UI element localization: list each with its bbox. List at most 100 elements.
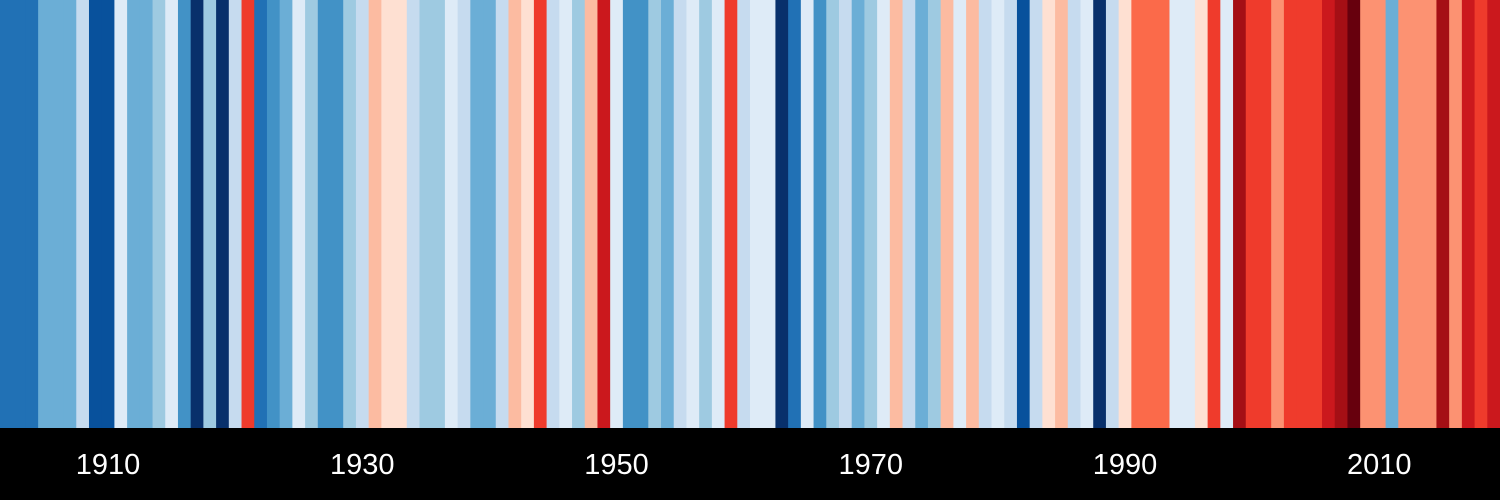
stripe-1921 xyxy=(241,0,255,428)
stripe-1904 xyxy=(25,0,39,428)
stripe-1999 xyxy=(1233,0,1247,428)
stripe-1905 xyxy=(38,0,52,428)
stripe-1987 xyxy=(1080,0,1094,428)
stripe-1914 xyxy=(152,0,166,428)
stripe-1989 xyxy=(1105,0,1120,428)
stripe-1991 xyxy=(1131,0,1145,428)
stripe-1907 xyxy=(63,0,77,428)
stripe-2003 xyxy=(1283,0,1298,428)
stripe-1979 xyxy=(978,0,993,428)
stripe-1931 xyxy=(368,0,382,428)
stripe-1992 xyxy=(1144,0,1158,428)
stripe-1919 xyxy=(216,0,230,428)
stripe-1975 xyxy=(927,0,942,428)
stripe-1915 xyxy=(165,0,179,428)
stripe-1936 xyxy=(432,0,446,428)
stripe-1953 xyxy=(648,0,662,428)
stripe-1912 xyxy=(127,0,141,428)
stripe-1966 xyxy=(813,0,827,428)
x-tick-label: 1990 xyxy=(1093,449,1158,481)
stripe-1967 xyxy=(826,0,840,428)
stripe-1920 xyxy=(228,0,243,428)
stripe-1935 xyxy=(419,0,433,428)
stripe-1917 xyxy=(190,0,204,428)
stripe-1932 xyxy=(381,0,395,428)
stripe-1965 xyxy=(800,0,815,428)
stripe-1903 xyxy=(12,0,27,428)
stripe-1973 xyxy=(902,0,916,428)
stripe-1908 xyxy=(76,0,90,428)
stripe-1960 xyxy=(737,0,751,428)
stripe-2015 xyxy=(1436,0,1450,428)
stripe-1996 xyxy=(1194,0,1209,428)
stripes-group xyxy=(0,0,1500,428)
stripe-1933 xyxy=(394,0,408,428)
stripe-1948 xyxy=(584,0,599,428)
stripe-1977 xyxy=(953,0,967,428)
stripe-1934 xyxy=(406,0,421,428)
stripe-1971 xyxy=(877,0,891,428)
stripe-1928 xyxy=(330,0,344,428)
stripe-1954 xyxy=(661,0,675,428)
stripe-1995 xyxy=(1182,0,1196,428)
stripe-1913 xyxy=(139,0,154,428)
stripe-2007 xyxy=(1334,0,1349,428)
stripe-2005 xyxy=(1309,0,1323,428)
stripe-1944 xyxy=(533,0,548,428)
stripe-1983 xyxy=(1029,0,1043,428)
stripe-1906 xyxy=(50,0,65,428)
stripe-1964 xyxy=(788,0,802,428)
stripe-2008 xyxy=(1347,0,1361,428)
stripe-1930 xyxy=(355,0,370,428)
stripe-2011 xyxy=(1385,0,1399,428)
stripe-2013 xyxy=(1411,0,1425,428)
stripe-1968 xyxy=(838,0,853,428)
stripe-2001 xyxy=(1258,0,1272,428)
stripe-1951 xyxy=(622,0,637,428)
stripe-1947 xyxy=(572,0,586,428)
stripe-1916 xyxy=(177,0,192,428)
stripe-1972 xyxy=(889,0,904,428)
stripe-1958 xyxy=(711,0,726,428)
stripe-2009 xyxy=(1360,0,1374,428)
stripe-1974 xyxy=(915,0,929,428)
stripe-1937 xyxy=(444,0,459,428)
stripe-1952 xyxy=(635,0,649,428)
stripe-1988 xyxy=(1093,0,1107,428)
x-tick-label: 1930 xyxy=(330,449,395,481)
stripe-1997 xyxy=(1207,0,1221,428)
stripe-1926 xyxy=(305,0,319,428)
stripe-1970 xyxy=(864,0,878,428)
stripe-1941 xyxy=(495,0,510,428)
stripe-1982 xyxy=(1016,0,1031,428)
stripe-1950 xyxy=(610,0,624,428)
stripe-1963 xyxy=(775,0,789,428)
stripe-1938 xyxy=(457,0,471,428)
stripe-1902 xyxy=(0,0,14,428)
stripe-1998 xyxy=(1220,0,1234,428)
stripe-1985 xyxy=(1055,0,1069,428)
stripe-2010 xyxy=(1372,0,1387,428)
stripe-1976 xyxy=(940,0,954,428)
stripe-1929 xyxy=(343,0,357,428)
x-tick-label: 1910 xyxy=(76,449,141,481)
stripe-1978 xyxy=(966,0,980,428)
stripe-1981 xyxy=(1004,0,1018,428)
stripe-1939 xyxy=(470,0,484,428)
stripe-1980 xyxy=(991,0,1005,428)
stripe-1909 xyxy=(88,0,103,428)
stripe-2018 xyxy=(1474,0,1488,428)
x-tick-label: 1950 xyxy=(584,449,649,481)
stripe-1994 xyxy=(1169,0,1183,428)
stripe-1984 xyxy=(1042,0,1056,428)
stripe-1918 xyxy=(203,0,217,428)
stripe-1962 xyxy=(762,0,777,428)
stripe-2012 xyxy=(1398,0,1412,428)
stripe-1940 xyxy=(483,0,497,428)
stripe-1943 xyxy=(521,0,535,428)
stripe-1959 xyxy=(724,0,738,428)
stripe-1925 xyxy=(292,0,306,428)
stripe-1956 xyxy=(686,0,700,428)
stripe-2014 xyxy=(1423,0,1438,428)
